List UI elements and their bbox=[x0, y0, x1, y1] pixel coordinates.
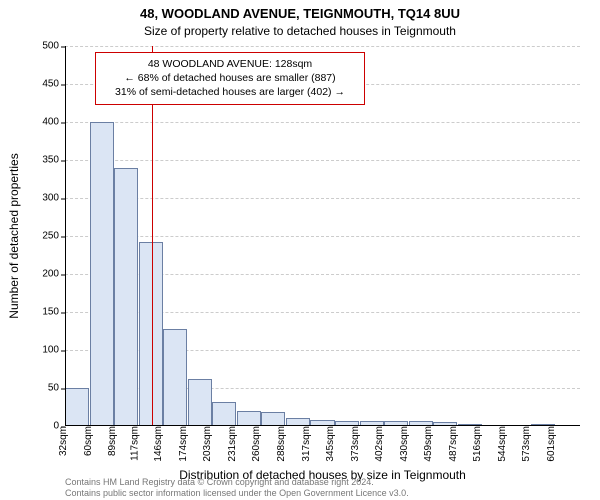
y-tick-label: 300 bbox=[42, 193, 65, 204]
y-tick-label: 250 bbox=[42, 231, 65, 242]
x-tick-label: 32sqm bbox=[55, 426, 69, 456]
x-tick-label: 260sqm bbox=[249, 426, 263, 462]
chart-title: 48, WOODLAND AVENUE, TEIGNMOUTH, TQ14 8U… bbox=[0, 6, 600, 21]
x-tick-label: 459sqm bbox=[420, 426, 434, 462]
x-tick-label: 345sqm bbox=[322, 426, 336, 462]
x-tick-label: 89sqm bbox=[104, 426, 118, 456]
x-tick-label: 231sqm bbox=[224, 426, 238, 462]
histogram-bar bbox=[261, 412, 285, 426]
x-tick-label: 516sqm bbox=[469, 426, 483, 462]
y-tick-label: 350 bbox=[42, 155, 65, 166]
annotation-callout: 48 WOODLAND AVENUE: 128sqm ← 68% of deta… bbox=[95, 52, 365, 105]
annotation-line-3: 31% of semi-detached houses are larger (… bbox=[104, 85, 356, 99]
histogram-bar bbox=[114, 168, 138, 426]
footer-line-2: Contains public sector information licen… bbox=[65, 488, 409, 499]
x-tick-label: 373sqm bbox=[347, 426, 361, 462]
x-tick-label: 573sqm bbox=[518, 426, 532, 462]
histogram-bar bbox=[237, 411, 261, 426]
footer-line-1: Contains HM Land Registry data © Crown c… bbox=[65, 477, 409, 488]
x-tick-label: 60sqm bbox=[80, 426, 94, 456]
chart-subtitle: Size of property relative to detached ho… bbox=[0, 24, 600, 38]
x-tick-label: 203sqm bbox=[200, 426, 214, 462]
histogram-bar bbox=[212, 402, 236, 426]
y-tick-label: 50 bbox=[48, 383, 65, 394]
plot-area: 050100150200250300350400450500 32sqm60sq… bbox=[65, 46, 580, 426]
footer-attribution: Contains HM Land Registry data © Crown c… bbox=[65, 477, 409, 500]
x-tick-label: 601sqm bbox=[543, 426, 557, 462]
y-tick-label: 500 bbox=[42, 41, 65, 52]
histogram-bar bbox=[90, 122, 114, 426]
histogram-bar bbox=[188, 379, 212, 426]
y-tick-label: 200 bbox=[42, 269, 65, 280]
x-tick-label: 146sqm bbox=[151, 426, 165, 462]
histogram-bar bbox=[163, 329, 187, 426]
annotation-line-2: ← 68% of detached houses are smaller (88… bbox=[104, 71, 356, 85]
y-axis-line bbox=[65, 46, 66, 426]
x-tick-label: 117sqm bbox=[126, 426, 140, 461]
y-tick-label: 100 bbox=[42, 345, 65, 356]
annotation-line-1: 48 WOODLAND AVENUE: 128sqm bbox=[104, 57, 356, 71]
x-tick-label: 402sqm bbox=[371, 426, 385, 462]
x-tick-label: 288sqm bbox=[273, 426, 287, 462]
y-tick-label: 450 bbox=[42, 79, 65, 90]
x-tick-label: 544sqm bbox=[494, 426, 508, 462]
histogram-bar bbox=[65, 388, 89, 426]
y-tick-label: 150 bbox=[42, 307, 65, 318]
x-tick-label: 317sqm bbox=[298, 426, 312, 462]
x-tick-label: 174sqm bbox=[175, 426, 189, 462]
x-tick-label: 430sqm bbox=[396, 426, 410, 462]
x-tick-label: 487sqm bbox=[445, 426, 459, 462]
y-axis-label: Number of detached properties bbox=[7, 153, 21, 318]
y-tick-label: 400 bbox=[42, 117, 65, 128]
